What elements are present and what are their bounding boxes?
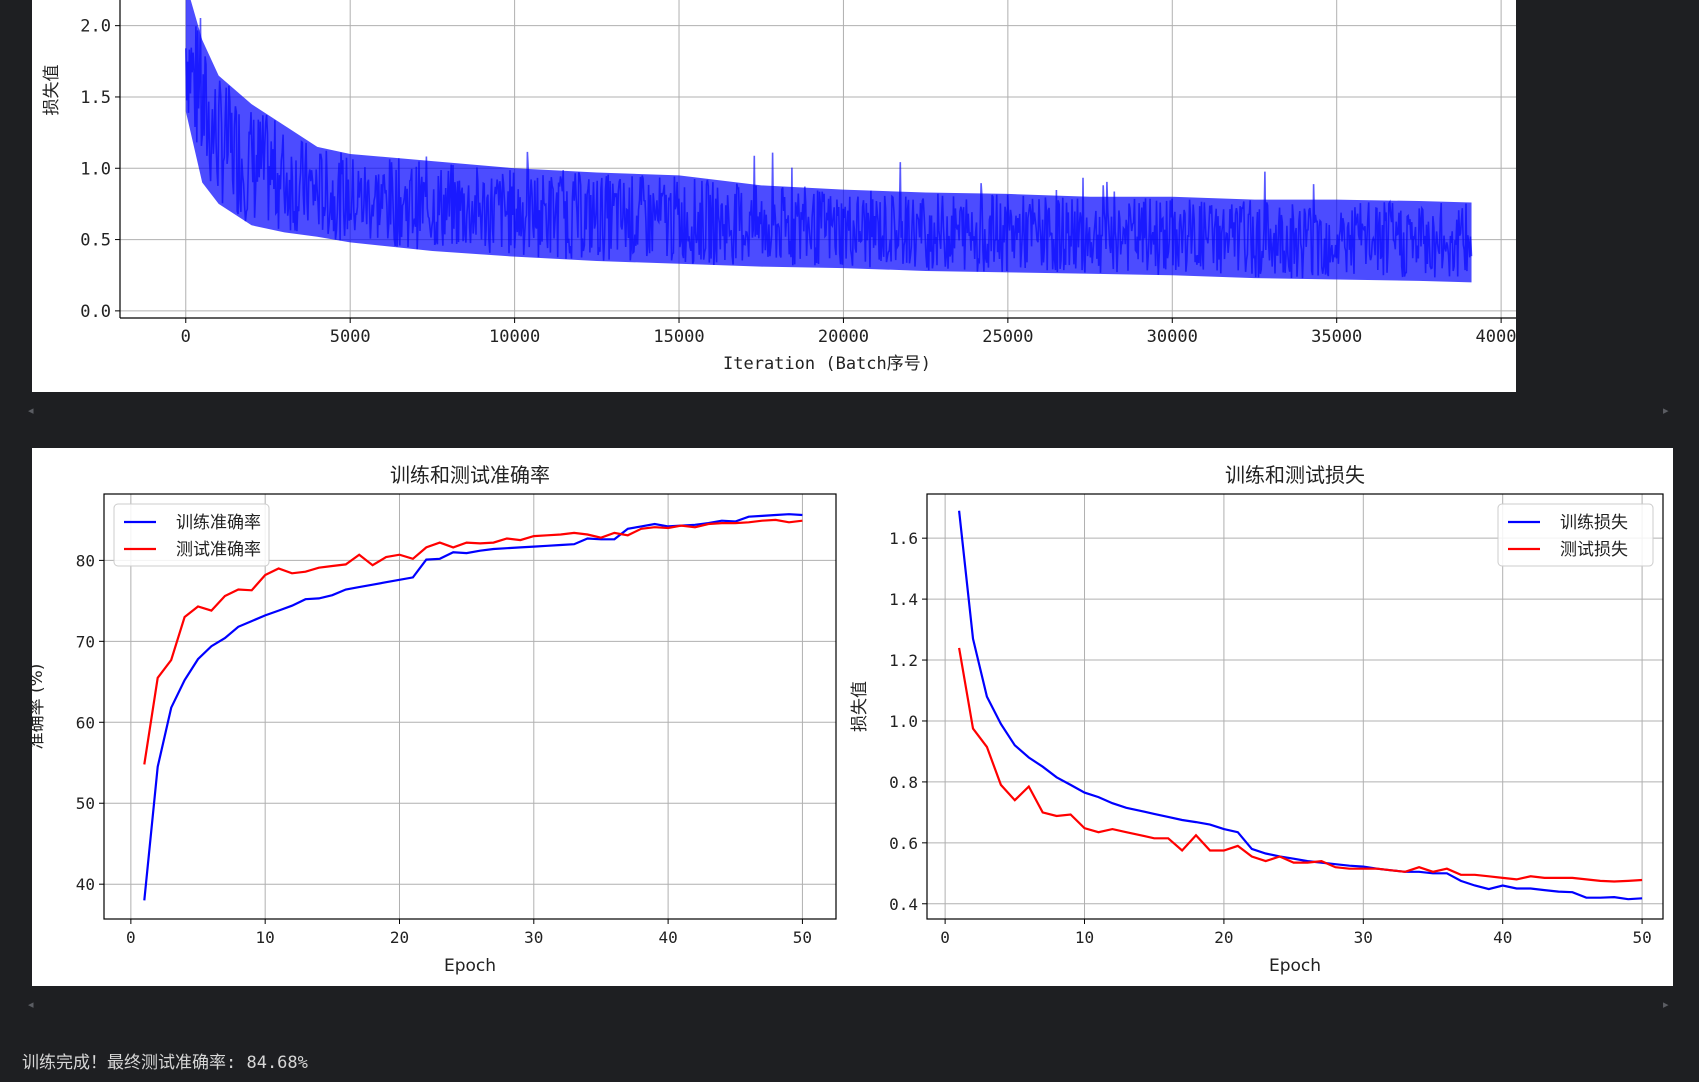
training-status-text: 训练完成！最终测试准确率: 84.68%: [22, 1053, 308, 1073]
loss-legend-label-0: 训练损失: [1560, 513, 1628, 533]
acc-ytick-label-4: 80: [76, 551, 95, 570]
iter-ylabel: 损失值: [42, 65, 62, 116]
acc-ytick-label-1: 50: [76, 794, 95, 813]
iter-xtick-label-3: 15000: [653, 327, 704, 347]
acc-ytick-label-2: 60: [76, 713, 95, 732]
acc-xtick-label-2: 20: [390, 928, 409, 947]
scroll-right-icon[interactable]: ▸: [1663, 404, 1669, 417]
iter-xtick-label-1: 5000: [330, 327, 371, 347]
iter-xtick-label-6: 30000: [1147, 327, 1198, 347]
scroll-left-icon[interactable]: ◂: [28, 404, 34, 417]
epoch-metrics-figure: 0 10 20 30 40 50 40 50 60 70 80 Epoch 准确率 (%) 训练和测试准确…: [32, 448, 1673, 986]
loss-xtick-label-1: 10: [1075, 928, 1094, 947]
acc-ytick-label-0: 40: [76, 875, 95, 894]
acc-legend-box: [113, 503, 270, 567]
loss-xtick-label-4: 40: [1493, 928, 1512, 947]
epoch-metrics-charts: 0 10 20 30 40 50 40 50 60 70 80 Epoch 准确率 (%) 训练和测试准确…: [32, 463, 1664, 976]
iter-ytick-label-2: 1.0: [80, 159, 111, 179]
iter-ytick-label-3: 1.5: [80, 88, 111, 108]
loss-series-0: [958, 510, 1643, 901]
loss-legend-label-1: 测试损失: [1560, 540, 1628, 560]
iter-ytick-label-4: 2.0: [80, 17, 111, 37]
acc-ylabel: 准确率 (%): [32, 664, 47, 750]
iter-xtick-label-2: 10000: [489, 327, 540, 347]
loss-xtick-label-0: 0: [940, 928, 950, 947]
loss-xtick-label-5: 50: [1632, 928, 1651, 947]
loss-ylabel: 损失值: [850, 681, 870, 732]
acc-xtick-label-4: 40: [658, 928, 677, 947]
iter-xtick-label-0: 0: [181, 327, 191, 347]
loss-ytick-label-3: 1.0: [889, 712, 918, 731]
acc-title: 训练和测试准确率: [390, 463, 550, 487]
loss-legend-box: [1497, 503, 1654, 567]
acc-series-0: [143, 513, 803, 901]
acc-xtick-label-3: 30: [524, 928, 543, 947]
acc-ytick-label-3: 70: [76, 632, 95, 651]
loss-per-iteration-figure: 0 5000 10000 15000 20000 25000 30000 35000 4000 0…: [32, 0, 1516, 392]
loss-axes-frame: [926, 493, 1664, 920]
iter-xtick-label-4: 20000: [818, 327, 869, 347]
iteration-loss-chart: 0 5000 10000 15000 20000 25000 30000 35000 4000 0…: [42, 0, 1516, 374]
loss-series-1: [958, 647, 1643, 883]
acc-xtick-label-5: 50: [793, 928, 812, 947]
acc-xtick-label-0: 0: [126, 928, 136, 947]
loss-ytick-label-0: 0.4: [889, 895, 918, 914]
scroll-left-icon-2[interactable]: ◂: [28, 998, 34, 1011]
loss-xlabel: Epoch: [1269, 956, 1321, 976]
acc-legend-label-1: 测试准确率: [176, 540, 261, 560]
loss-xtick-label-2: 20: [1214, 928, 1233, 947]
scroll-right-icon-2[interactable]: ▸: [1663, 998, 1669, 1011]
acc-xlabel: Epoch: [444, 956, 496, 976]
acc-xtick-label-1: 10: [256, 928, 275, 947]
iter-xtick-label-5: 25000: [982, 327, 1033, 347]
iter-loss-line: [185, 17, 1473, 279]
acc-series-1: [143, 518, 803, 765]
loss-ytick-label-6: 1.6: [889, 529, 918, 548]
loss-xtick-label-3: 30: [1354, 928, 1373, 947]
iter-ytick-label-1: 0.5: [80, 231, 111, 251]
iter-ytick-label-0: 0.0: [80, 302, 111, 322]
acc-axes-frame: [103, 493, 837, 920]
iter-xtick-label-7: 35000: [1311, 327, 1362, 347]
loss-ytick-label-2: 0.8: [889, 773, 918, 792]
acc-legend-label-0: 训练准确率: [176, 513, 261, 533]
loss-ytick-label-4: 1.2: [889, 651, 918, 670]
loss-ytick-label-5: 1.4: [889, 590, 918, 609]
iter-xlabel: Iteration (Batch序号): [723, 354, 931, 374]
loss-ytick-label-1: 0.6: [889, 834, 918, 853]
loss-title: 训练和测试损失: [1225, 463, 1365, 487]
